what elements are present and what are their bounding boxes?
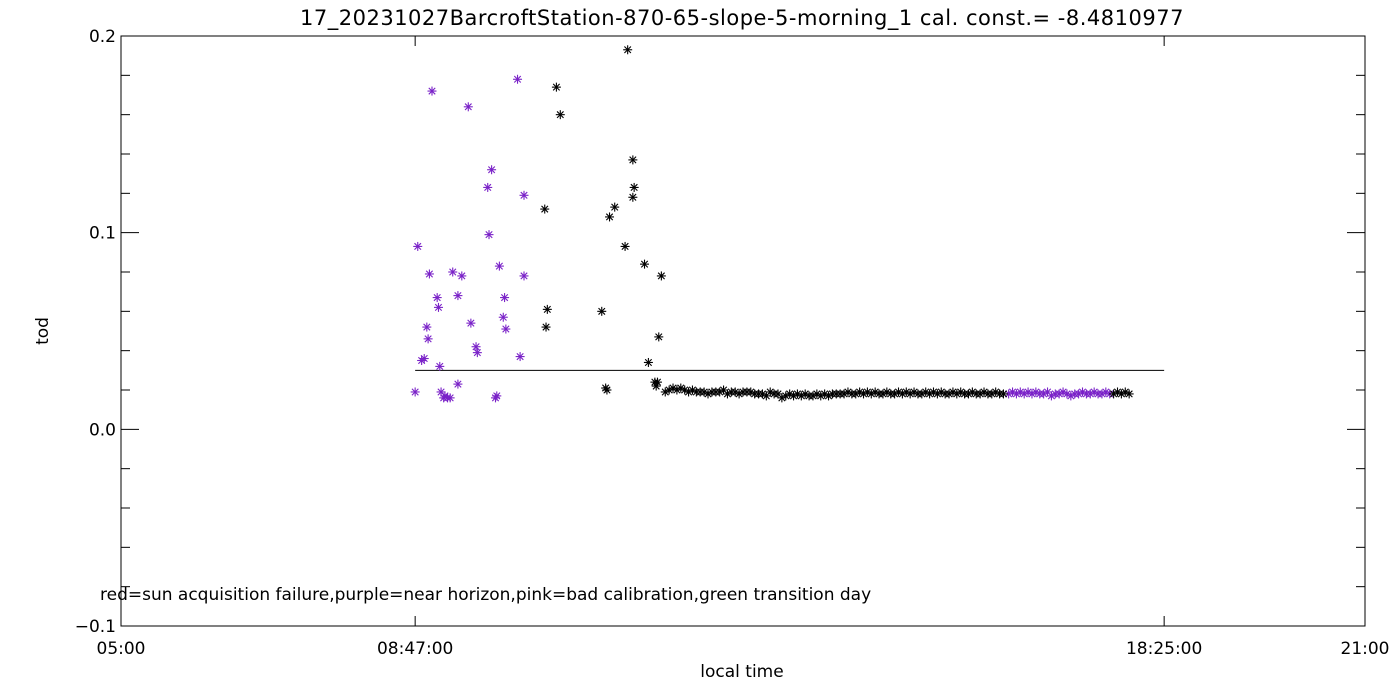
- data-point-asterisk: [905, 389, 915, 399]
- data-point-asterisk: [487, 165, 497, 175]
- data-point-asterisk: [652, 377, 662, 387]
- data-point-asterisk: [746, 387, 756, 397]
- data-point-asterisk: [413, 241, 423, 251]
- data-points: [410, 45, 1134, 403]
- color-legend: red=sun acquisition failure,purple=near …: [100, 585, 871, 605]
- data-point-asterisk: [494, 261, 504, 271]
- chart-title: 17_20231027BarcroftStation-870-65-slope-…: [300, 6, 1184, 31]
- data-point-asterisk: [602, 385, 612, 395]
- data-point-asterisk: [643, 357, 653, 367]
- data-point-asterisk: [862, 387, 872, 397]
- data-point-asterisk: [936, 387, 946, 397]
- x-tick-label: 08:47:00: [377, 639, 453, 659]
- data-point-asterisk: [453, 379, 463, 389]
- data-point-asterisk: [472, 348, 482, 358]
- data-point-asterisk: [435, 361, 445, 371]
- data-point-asterisk: [519, 190, 529, 200]
- data-point-asterisk: [419, 354, 429, 364]
- data-point-asterisk: [541, 322, 551, 332]
- data-point-asterisk: [433, 302, 443, 312]
- data-point-asterisk: [410, 387, 420, 397]
- data-point-asterisk: [466, 318, 476, 328]
- data-point-asterisk: [998, 389, 1008, 399]
- data-point-asterisk: [471, 342, 481, 352]
- data-point-asterisk: [519, 271, 529, 281]
- data-point-asterisk: [610, 202, 620, 212]
- data-point-asterisk: [629, 182, 639, 192]
- data-point-asterisk: [422, 322, 432, 332]
- data-point-asterisk: [656, 271, 666, 281]
- data-point-asterisk: [483, 182, 493, 192]
- data-point-asterisk: [812, 389, 822, 399]
- x-tick-label: 05:00: [97, 639, 146, 659]
- x-tick-label: 18:25:00: [1126, 639, 1202, 659]
- y-tick-label: 0.2: [89, 27, 116, 47]
- data-point-asterisk: [463, 102, 473, 112]
- data-point-asterisk: [944, 389, 954, 399]
- data-point-asterisk: [551, 82, 561, 92]
- data-point-asterisk: [542, 304, 552, 314]
- axis-ticks: [120, 35, 1366, 627]
- y-tick-label: −0.1: [75, 617, 116, 637]
- data-point-asterisk: [1023, 387, 1033, 397]
- data-point-asterisk: [628, 155, 638, 165]
- data-point-asterisk: [501, 324, 511, 334]
- data-point-asterisk: [432, 293, 442, 303]
- y-tick-label: 0.0: [89, 420, 116, 440]
- data-point-asterisk: [492, 391, 502, 401]
- data-point-asterisk: [423, 334, 433, 344]
- data-point-asterisk: [427, 86, 437, 96]
- data-point-asterisk: [1004, 389, 1014, 399]
- data-point-asterisk: [605, 212, 615, 222]
- y-tick-label: 0.1: [89, 224, 116, 244]
- data-point-asterisk: [917, 389, 927, 399]
- data-point-asterisk: [540, 204, 550, 214]
- data-point-asterisk: [1116, 389, 1126, 399]
- plot-frame: [120, 35, 1366, 627]
- data-point-asterisk: [597, 306, 607, 316]
- data-point-asterisk: [1019, 389, 1029, 399]
- data-point-asterisk: [932, 389, 942, 399]
- data-point-asterisk: [654, 332, 664, 342]
- data-point-asterisk: [928, 387, 938, 397]
- data-point-asterisk: [448, 267, 458, 277]
- data-point-asterisk: [757, 389, 767, 399]
- data-point-asterisk: [515, 352, 525, 362]
- data-point-asterisk: [816, 391, 826, 401]
- data-point-asterisk: [1101, 387, 1111, 397]
- data-point-asterisk: [628, 192, 638, 202]
- data-point-asterisk: [513, 74, 523, 84]
- data-point-asterisk: [1124, 389, 1134, 399]
- data-point-asterisk: [894, 387, 903, 397]
- x-axis-label: local time: [700, 662, 783, 682]
- data-point-asterisk: [640, 259, 650, 269]
- x-tick-labels: 05:00 08:47:00 18:25:00 21:00: [97, 639, 1390, 659]
- data-point-asterisk: [555, 110, 565, 120]
- y-tick-labels: −0.1 0.0 0.1 0.2: [75, 27, 116, 637]
- y-axis-label: tod: [33, 317, 53, 345]
- data-point-asterisk: [668, 383, 678, 393]
- data-point-asterisk: [457, 271, 467, 281]
- data-point-asterisk: [620, 241, 630, 251]
- data-point-asterisk: [484, 230, 494, 240]
- data-point-asterisk: [498, 312, 508, 322]
- data-point-asterisk: [909, 387, 919, 397]
- data-point-asterisk: [824, 391, 834, 401]
- x-tick-label: 21:00: [1341, 639, 1390, 659]
- data-point-asterisk: [453, 291, 463, 301]
- data-point-asterisk: [952, 389, 962, 399]
- data-point-asterisk: [956, 387, 966, 397]
- data-point-asterisk: [424, 269, 434, 279]
- data-point-asterisk: [623, 45, 633, 55]
- data-point-asterisk: [445, 393, 455, 403]
- data-point-asterisk: [500, 293, 510, 303]
